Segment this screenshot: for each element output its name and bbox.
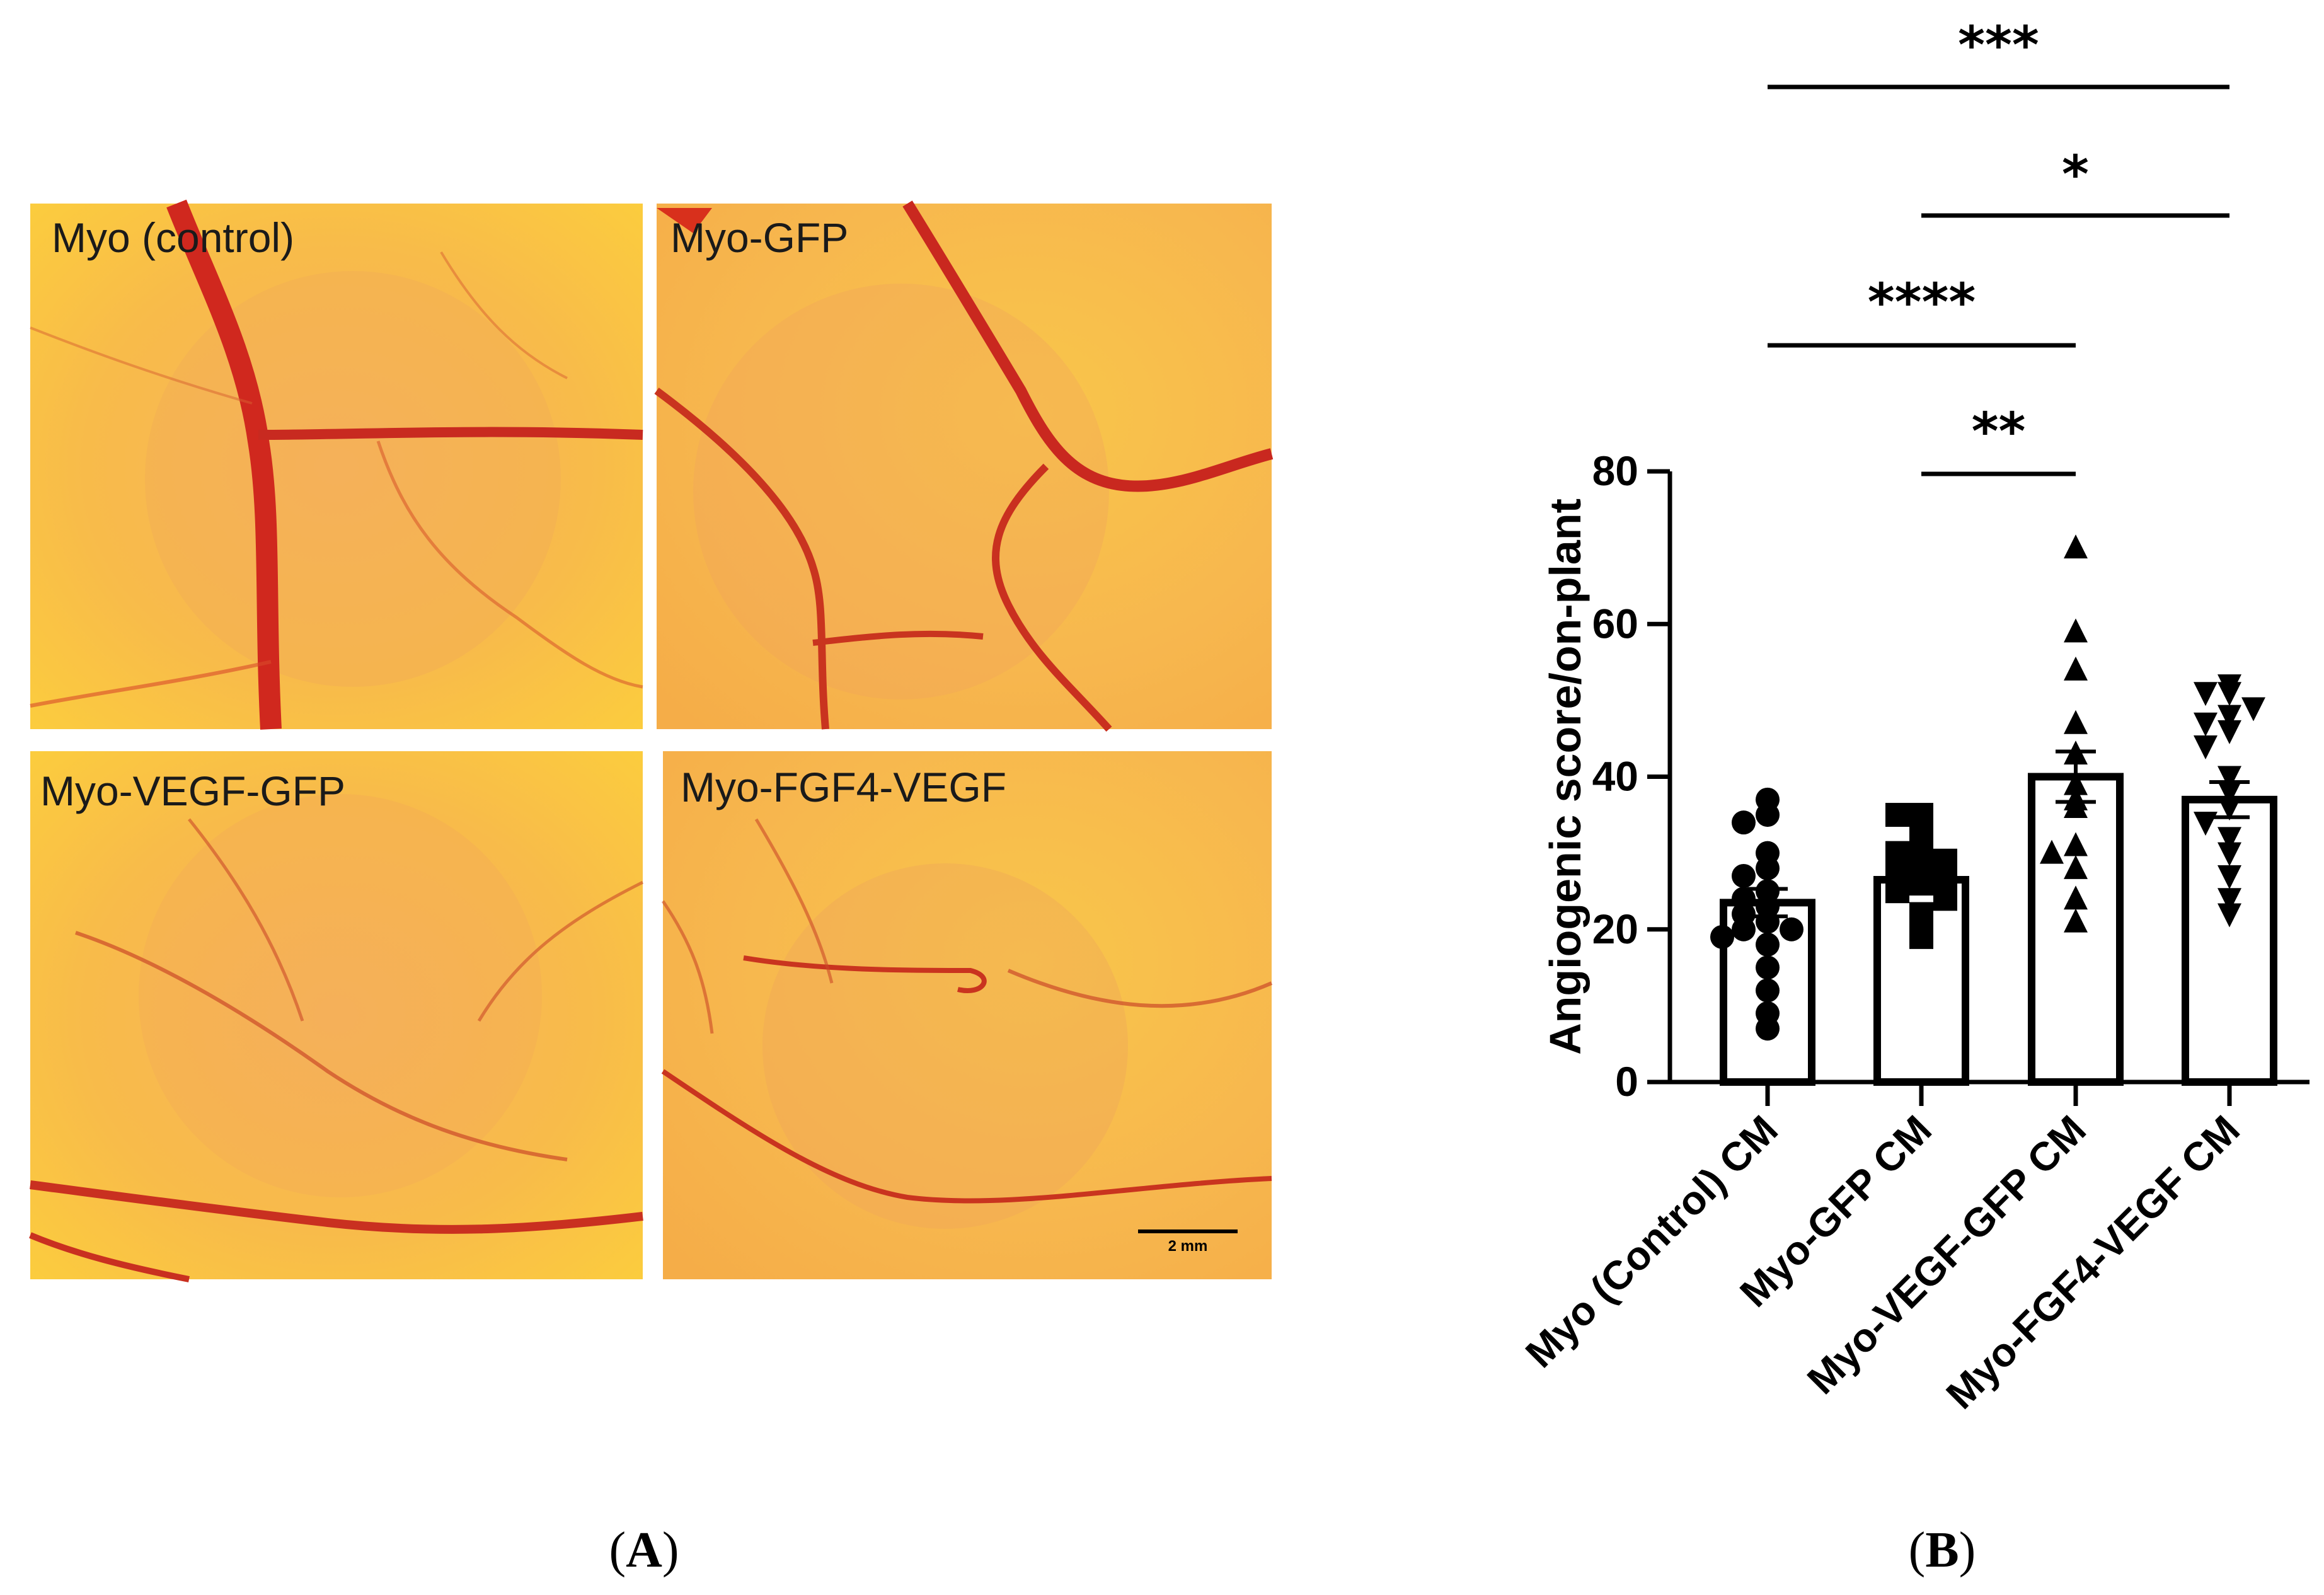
- data-point: [1732, 863, 1756, 888]
- photo-label: Myo-GFP: [670, 214, 848, 261]
- photo-myo-vegf-gfp: Myo-VEGF-GFP: [29, 751, 644, 1282]
- x-tick-label: Myo-FGF4-VEGF CM: [1938, 1107, 2248, 1417]
- data-point: [2064, 656, 2088, 681]
- data-point: [2064, 832, 2088, 856]
- photo-myo-control: Myo (control): [30, 199, 643, 730]
- data-point: [2194, 682, 2218, 706]
- data-point: [1756, 856, 1780, 880]
- data-point: [2218, 705, 2241, 729]
- data-point: [1710, 924, 1734, 949]
- data-point: [1780, 917, 1803, 941]
- photo-myo-gfp: Myo-GFP: [654, 200, 1274, 732]
- y-tick-label: 40: [1592, 753, 1638, 800]
- data-point: [2040, 839, 2064, 864]
- panel-label-b-letter: B: [1925, 1523, 1959, 1578]
- data-point: [2064, 793, 2088, 818]
- significance-label: **: [1972, 402, 2026, 462]
- x-tick-label: Myo-VEGF-GFP CM: [1798, 1107, 2095, 1403]
- data-point: [1909, 902, 1933, 926]
- data-point: [2194, 712, 2218, 737]
- x-tick-label: Myo (Control) CM: [1517, 1107, 1786, 1376]
- data-point: [2218, 766, 2241, 790]
- data-point: [1909, 924, 1933, 949]
- scale-bar-label: 2 mm: [1168, 1238, 1208, 1255]
- significance-label: ****: [1868, 273, 1976, 333]
- data-point: [1885, 803, 1909, 827]
- panel-label-a-letter: A: [626, 1523, 662, 1578]
- data-point: [2218, 903, 2241, 928]
- photo-label: Myo-FGF4-VEGF: [681, 764, 1006, 810]
- data-point: [1756, 932, 1780, 957]
- data-point: [2218, 827, 2241, 851]
- data-point: [1885, 841, 1909, 865]
- data-point: [2218, 865, 2241, 889]
- data-point: [2064, 618, 2088, 643]
- data-point: [2218, 888, 2241, 913]
- data-point: [1933, 863, 1957, 888]
- data-point: [1756, 978, 1780, 1003]
- y-tick-label: 0: [1615, 1058, 1638, 1105]
- data-point: [1756, 803, 1780, 827]
- data-point: [1756, 1016, 1780, 1041]
- data-point: [2218, 720, 2241, 744]
- data-point: [2241, 697, 2265, 722]
- data-point: [2064, 885, 2088, 910]
- data-point: [2064, 710, 2088, 734]
- data-point: [1756, 955, 1780, 980]
- photo-label: Myo (control): [52, 214, 294, 261]
- panel-label-a: (A): [609, 1523, 679, 1578]
- panel-label-b: (B): [1909, 1523, 1976, 1578]
- data-point: [1732, 810, 1756, 835]
- significance-label: *: [2062, 145, 2089, 205]
- significance-label: ***: [1958, 16, 2039, 76]
- data-point: [2218, 682, 2241, 706]
- y-axis-label: Angiogenic score/on-plant: [1541, 498, 1590, 1055]
- data-point: [1732, 917, 1756, 941]
- y-tick-label: 60: [1592, 600, 1638, 647]
- data-point: [2218, 842, 2241, 867]
- data-point: [2064, 855, 2088, 879]
- data-point: [2064, 908, 2088, 933]
- photo-myo-fgf4-vegf: Myo-FGF4-VEGF 2 mm: [661, 751, 1273, 1279]
- photo-label: Myo-VEGF-GFP: [40, 768, 345, 814]
- y-tick-label: 20: [1592, 906, 1638, 952]
- data-point: [1909, 833, 1933, 858]
- y-tick-label: 80: [1592, 447, 1638, 494]
- data-point: [2064, 534, 2088, 559]
- egg-cam-photo-grid: Myo (control) Myo-GFP: [29, 199, 1274, 1282]
- data-point: [2194, 735, 2218, 760]
